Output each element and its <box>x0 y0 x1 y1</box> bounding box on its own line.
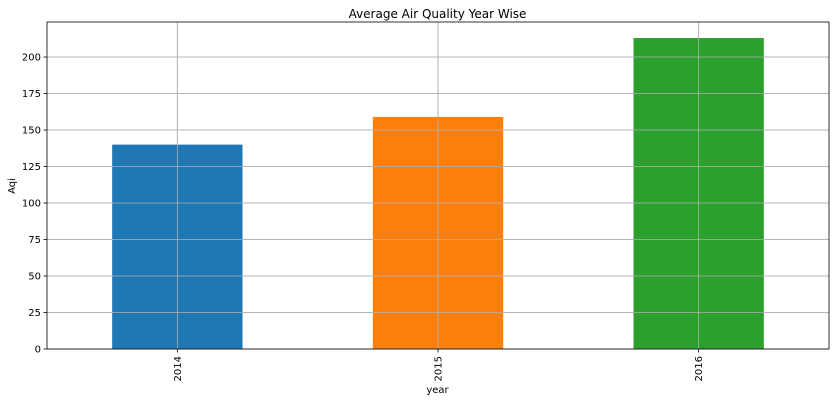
chart-title: Average Air Quality Year Wise <box>349 7 527 21</box>
x-tick-label: 2015 <box>434 356 445 381</box>
x-tick-label: 2016 <box>694 356 705 381</box>
y-tick-label: 75 <box>28 235 41 246</box>
y-tick-label: 150 <box>22 126 41 137</box>
bars <box>47 22 829 350</box>
y-tick-label: 125 <box>22 162 41 173</box>
y-tick-label: 0 <box>35 345 41 356</box>
y-tick-label: 50 <box>28 272 41 283</box>
x-tick-label: 2014 <box>173 356 184 381</box>
y-tick-label: 25 <box>28 308 41 319</box>
x-axis-label: year <box>426 385 449 396</box>
axes: 0 25 50 75 100 125 150 175 200 2014 2015 2016 <box>22 21 830 381</box>
y-axis-label: Aqi <box>7 178 18 194</box>
y-tick-label: 200 <box>22 53 41 64</box>
y-tick-label: 100 <box>22 199 41 210</box>
y-tick-label: 175 <box>22 89 41 100</box>
